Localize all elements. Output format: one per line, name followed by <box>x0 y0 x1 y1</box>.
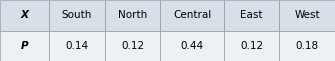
Bar <box>160 0 224 30</box>
Bar <box>224 0 279 30</box>
Bar <box>49 0 105 30</box>
Text: South: South <box>62 10 92 20</box>
Bar <box>279 30 335 61</box>
Bar <box>105 30 160 61</box>
Text: 0.14: 0.14 <box>65 41 88 51</box>
Text: P: P <box>21 41 28 51</box>
Bar <box>49 30 105 61</box>
Bar <box>279 0 335 30</box>
Bar <box>0 30 49 61</box>
Text: West: West <box>294 10 320 20</box>
Text: 0.44: 0.44 <box>181 41 204 51</box>
Text: X: X <box>20 10 28 20</box>
Text: East: East <box>241 10 263 20</box>
Text: 0.18: 0.18 <box>296 41 319 51</box>
Text: Central: Central <box>173 10 211 20</box>
Text: 0.12: 0.12 <box>121 41 144 51</box>
Bar <box>224 30 279 61</box>
Bar <box>160 30 224 61</box>
Bar <box>0 0 49 30</box>
Bar <box>105 0 160 30</box>
Text: 0.12: 0.12 <box>240 41 263 51</box>
Text: North: North <box>118 10 147 20</box>
